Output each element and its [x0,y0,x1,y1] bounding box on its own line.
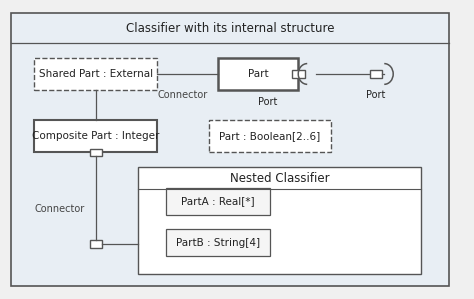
Text: PartA : Real[*]: PartA : Real[*] [182,196,255,206]
FancyBboxPatch shape [138,167,421,274]
FancyBboxPatch shape [166,229,270,256]
FancyBboxPatch shape [209,120,331,152]
FancyBboxPatch shape [292,70,305,78]
Text: Nested Classifier: Nested Classifier [229,172,329,185]
Text: Composite Part : Integer: Composite Part : Integer [32,131,159,141]
FancyBboxPatch shape [35,58,157,90]
Text: Connector: Connector [35,204,85,214]
Text: Port: Port [258,97,277,107]
Text: Shared Part : External: Shared Part : External [38,69,153,79]
FancyBboxPatch shape [11,13,449,286]
FancyBboxPatch shape [90,240,101,248]
FancyBboxPatch shape [370,70,382,78]
FancyBboxPatch shape [90,149,101,156]
Text: Port: Port [366,90,386,100]
FancyBboxPatch shape [35,120,157,152]
Text: PartB : String[4]: PartB : String[4] [176,238,260,248]
Text: Part : Boolean[2..6]: Part : Boolean[2..6] [219,131,320,141]
Text: Classifier with its internal structure: Classifier with its internal structure [126,22,334,35]
Text: Connector: Connector [158,90,208,100]
FancyBboxPatch shape [166,188,270,215]
FancyBboxPatch shape [218,58,298,90]
Text: Part: Part [248,69,268,79]
